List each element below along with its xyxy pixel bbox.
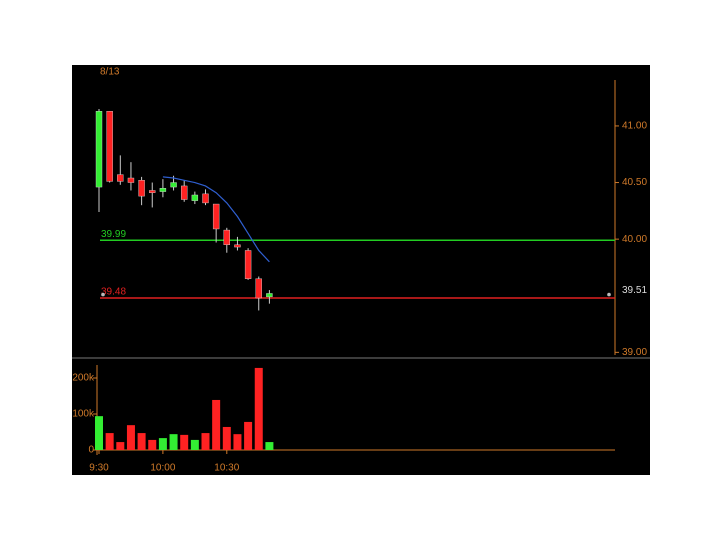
x-tick-label: 10:30 <box>214 463 239 474</box>
volume-bar <box>169 434 178 450</box>
candle-body <box>212 203 220 230</box>
volume-bar <box>212 399 221 450</box>
candle-body <box>244 250 252 279</box>
moving-average <box>162 176 270 263</box>
candle-body <box>106 111 113 182</box>
candle-body <box>149 190 156 193</box>
volume-tick-label: 0 <box>88 445 94 456</box>
last-price-label: 39.51 <box>622 285 647 296</box>
x-tick-label: 10:00 <box>150 463 175 474</box>
candle-body <box>95 111 103 188</box>
candle-body <box>127 177 135 183</box>
y-tick-label: 39.00 <box>622 347 647 358</box>
volume-bar <box>233 434 242 450</box>
chart-background <box>72 65 650 475</box>
volume-tick-label: 100k <box>72 409 95 420</box>
volume-bar <box>190 439 199 450</box>
candle-body <box>180 185 188 200</box>
level-dot <box>101 292 105 297</box>
y-tick-label: 40.00 <box>622 234 647 245</box>
level-label: 39.48 <box>101 287 126 298</box>
level-label: 39.99 <box>101 229 126 240</box>
volume-bar <box>201 433 210 450</box>
candle-body <box>202 193 209 204</box>
y-tick-label: 40.50 <box>622 177 647 188</box>
volume-bar <box>126 425 135 450</box>
volume-bar <box>148 439 157 450</box>
candle-body <box>223 229 231 245</box>
y-tick-label: 41.00 <box>622 121 647 132</box>
volume-bar <box>180 434 189 450</box>
date-label: 8/13 <box>100 67 120 78</box>
candle-body <box>234 244 241 248</box>
volume-bar <box>158 438 167 450</box>
candle-body <box>138 180 145 197</box>
volume-bar <box>244 421 253 450</box>
candle-body <box>117 174 124 182</box>
volume-bar <box>265 442 274 450</box>
level-dot <box>607 292 611 297</box>
volume-bar <box>105 433 114 450</box>
volume-tick-label: 200k <box>72 373 95 384</box>
candle-body <box>266 293 273 298</box>
candle-body <box>170 182 177 188</box>
candle-body <box>255 278 262 299</box>
candle-body <box>159 187 167 192</box>
volume-bar <box>222 426 231 450</box>
volume-bar <box>116 442 125 450</box>
candle-body <box>191 194 199 201</box>
x-tick-label: 9:30 <box>89 463 109 474</box>
volume-bar <box>137 433 146 450</box>
volume-bar <box>95 416 103 450</box>
volume-bar <box>254 367 263 450</box>
